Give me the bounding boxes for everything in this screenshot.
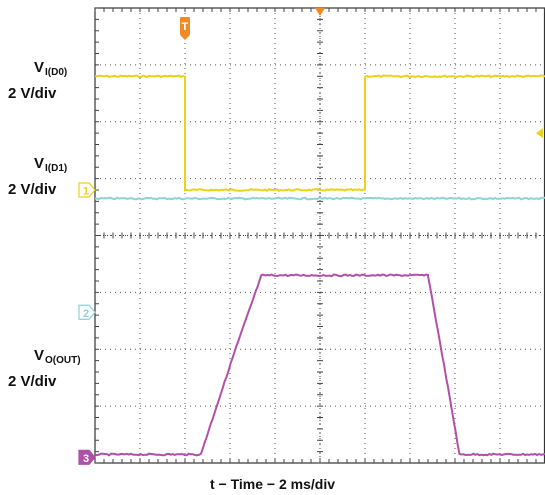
channel-2-marker: 2 xyxy=(78,304,96,320)
channel-scale-out: 2 V/div xyxy=(8,373,57,390)
trigger-level-marker xyxy=(536,128,543,139)
center-time-marker xyxy=(315,8,325,16)
channel-scale-d1: 2 V/div xyxy=(8,181,57,198)
traces xyxy=(94,74,545,457)
channel-label-d0: VI(D0) xyxy=(34,59,68,78)
channel-label-out: VO(OUT) xyxy=(34,347,81,366)
series-2-trace xyxy=(94,196,545,201)
trigger-letter: T xyxy=(182,21,189,33)
x-axis-label: t − Time − 2 ms/div xyxy=(209,476,336,492)
channel-1-marker: 1 xyxy=(78,182,96,198)
channel-label-d1: VI(D1) xyxy=(34,155,68,174)
trigger-marker: T xyxy=(180,17,190,40)
series-3-trace xyxy=(94,273,545,457)
channel-3-marker: 3 xyxy=(78,449,96,465)
channel-1-number: 1 xyxy=(83,186,89,198)
channel-2-number: 2 xyxy=(83,308,89,320)
channel-3-number: 3 xyxy=(83,453,89,465)
markers: 1 2 3 T xyxy=(78,8,543,465)
series-1-trace xyxy=(94,74,545,192)
channel-scale-d0: 2 V/div xyxy=(8,85,57,102)
